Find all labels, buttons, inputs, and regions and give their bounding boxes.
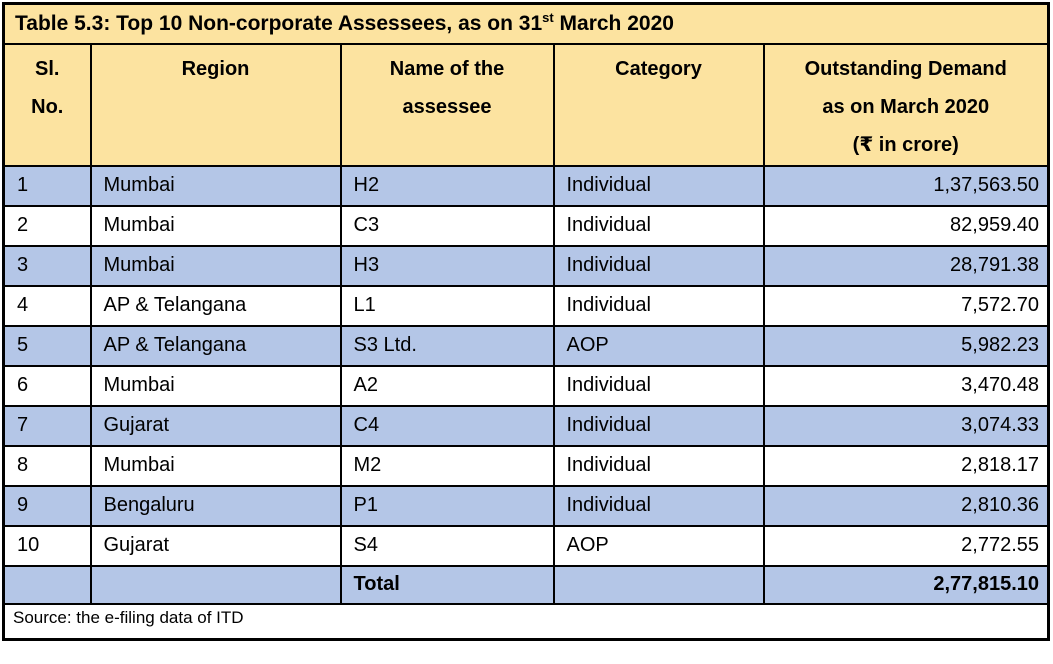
cell-name: A2 bbox=[339, 364, 555, 407]
cell-name: S4 bbox=[339, 524, 555, 567]
total-label: Total bbox=[339, 564, 555, 605]
cell-region: Bengaluru bbox=[89, 484, 342, 527]
cell-sl: 6 bbox=[2, 364, 92, 407]
total-row: Total 2,77,815.10 bbox=[2, 564, 1050, 605]
column-header-name: Name of the assessee bbox=[339, 42, 555, 167]
column-header-line: assessee bbox=[402, 95, 492, 118]
column-header-region: Region bbox=[89, 42, 342, 167]
column-header-category: Category bbox=[552, 42, 765, 167]
table-body: 1 Mumbai H2 Individual 1,37,563.50 2 Mumbai C3 I… bbox=[2, 164, 1050, 567]
cell-sl: 2 bbox=[2, 204, 92, 247]
table-row: 4 AP & Telangana L1 Individual 7,572.70 bbox=[2, 284, 1050, 327]
cell-sl: 10 bbox=[2, 524, 92, 567]
top10-noncorporate-assessees-table: Table 5.3: Top 10 Non-corporate Assessee… bbox=[2, 2, 1050, 641]
cell-demand: 2,772.55 bbox=[762, 524, 1050, 567]
table-row: 9 Bengaluru P1 Individual 2,810.36 bbox=[2, 484, 1050, 527]
total-value: 2,77,815.10 bbox=[762, 564, 1050, 605]
cell-demand: 28,791.38 bbox=[762, 244, 1050, 287]
table-title-text: Table 5.3: Top 10 Non-corporate Assessee… bbox=[15, 11, 543, 35]
cell-name: S3 Ltd. bbox=[339, 324, 555, 367]
cell-category: Individual bbox=[552, 484, 765, 527]
cell-sl: 9 bbox=[2, 484, 92, 527]
cell-category: Individual bbox=[552, 204, 765, 247]
cell-region: AP & Telangana bbox=[89, 324, 342, 367]
total-cell-region bbox=[89, 564, 342, 605]
cell-demand: 2,818.17 bbox=[762, 444, 1050, 487]
cell-demand: 2,810.36 bbox=[762, 484, 1050, 527]
cell-demand: 3,074.33 bbox=[762, 404, 1050, 447]
column-header-line: Sl. bbox=[35, 57, 60, 80]
cell-name: H3 bbox=[339, 244, 555, 287]
cell-sl: 8 bbox=[2, 444, 92, 487]
column-header-line: as on March 2020 bbox=[822, 95, 990, 118]
table-title: Table 5.3: Top 10 Non-corporate Assessee… bbox=[2, 2, 1050, 45]
cell-region: Gujarat bbox=[89, 524, 342, 567]
cell-demand: 5,982.23 bbox=[762, 324, 1050, 367]
cell-category: Individual bbox=[552, 284, 765, 327]
cell-demand: 3,470.48 bbox=[762, 364, 1050, 407]
source-note: Source: the e-filing data of ITD bbox=[2, 602, 1050, 641]
cell-demand: 82,959.40 bbox=[762, 204, 1050, 247]
cell-name: C3 bbox=[339, 204, 555, 247]
cell-sl: 5 bbox=[2, 324, 92, 367]
table-row: 1 Mumbai H2 Individual 1,37,563.50 bbox=[2, 164, 1050, 207]
cell-name: L1 bbox=[339, 284, 555, 327]
cell-region: Mumbai bbox=[89, 204, 342, 247]
total-cell-sl bbox=[2, 564, 92, 605]
cell-region: Mumbai bbox=[89, 164, 342, 207]
table-row: 3 Mumbai H3 Individual 28,791.38 bbox=[2, 244, 1050, 287]
cell-name: P1 bbox=[339, 484, 555, 527]
cell-name: H2 bbox=[339, 164, 555, 207]
column-header-sl: Sl. No. bbox=[2, 42, 92, 167]
column-header-line: (₹ in crore) bbox=[852, 133, 959, 156]
cell-category: Individual bbox=[552, 444, 765, 487]
table-title-row: Table 5.3: Top 10 Non-corporate Assessee… bbox=[2, 2, 1050, 45]
cell-category: AOP bbox=[552, 324, 765, 367]
source-row: Source: the e-filing data of ITD bbox=[2, 602, 1050, 641]
cell-sl: 3 bbox=[2, 244, 92, 287]
cell-region: Mumbai bbox=[89, 244, 342, 287]
cell-region: Mumbai bbox=[89, 444, 342, 487]
total-cell-category bbox=[552, 564, 765, 605]
table-row: 7 Gujarat C4 Individual 3,074.33 bbox=[2, 404, 1050, 447]
cell-region: Gujarat bbox=[89, 404, 342, 447]
cell-demand: 7,572.70 bbox=[762, 284, 1050, 327]
cell-sl: 4 bbox=[2, 284, 92, 327]
table-row: 8 Mumbai M2 Individual 2,818.17 bbox=[2, 444, 1050, 487]
column-header-line: Name of the bbox=[389, 57, 505, 80]
cell-sl: 7 bbox=[2, 404, 92, 447]
table-row: 2 Mumbai C3 Individual 82,959.40 bbox=[2, 204, 1050, 247]
cell-name: M2 bbox=[339, 444, 555, 487]
cell-region: Mumbai bbox=[89, 364, 342, 407]
cell-region: AP & Telangana bbox=[89, 284, 342, 327]
table-title-suffix: March 2020 bbox=[553, 11, 674, 35]
table-row: 10 Gujarat S4 AOP 2,772.55 bbox=[2, 524, 1050, 567]
cell-category: Individual bbox=[552, 404, 765, 447]
table-title-superscript: st bbox=[542, 9, 554, 25]
cell-category: AOP bbox=[552, 524, 765, 567]
cell-name: C4 bbox=[339, 404, 555, 447]
cell-category: Individual bbox=[552, 244, 765, 287]
cell-demand: 1,37,563.50 bbox=[762, 164, 1050, 207]
table-row: 5 AP & Telangana S3 Ltd. AOP 5,982.23 bbox=[2, 324, 1050, 367]
header-row: Sl. No. Region Name of the assessee Category O… bbox=[2, 42, 1050, 167]
table-row: 6 Mumbai A2 Individual 3,470.48 bbox=[2, 364, 1050, 407]
column-header-line: Category bbox=[615, 57, 702, 80]
column-header-line: Region bbox=[181, 57, 250, 80]
cell-sl: 1 bbox=[2, 164, 92, 207]
column-header-demand: Outstanding Demand as on March 2020 (₹ in … bbox=[762, 42, 1050, 167]
cell-category: Individual bbox=[552, 364, 765, 407]
column-header-line: No. bbox=[31, 95, 64, 118]
cell-category: Individual bbox=[552, 164, 765, 207]
column-header-line: Outstanding Demand bbox=[804, 57, 1007, 80]
